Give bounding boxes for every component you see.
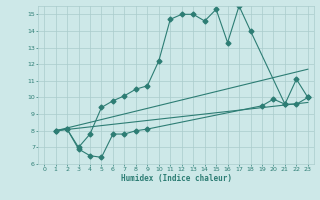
X-axis label: Humidex (Indice chaleur): Humidex (Indice chaleur)	[121, 174, 231, 183]
